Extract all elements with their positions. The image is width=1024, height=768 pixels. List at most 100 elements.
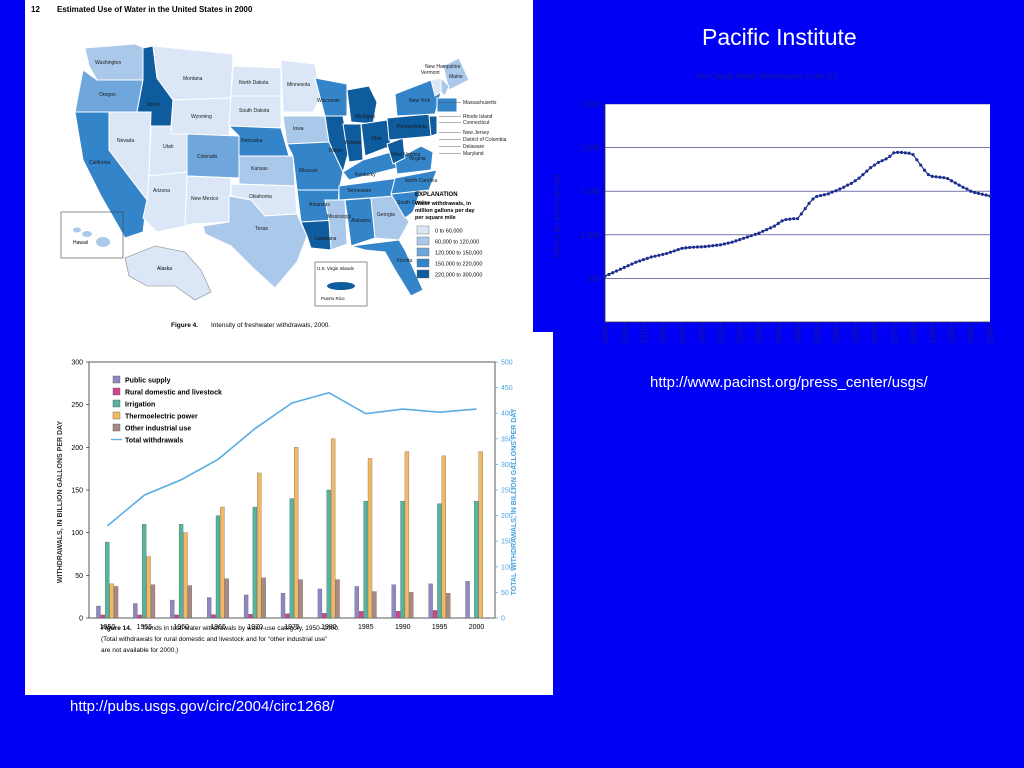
usgs-link[interactable]: http://pubs.usgs.gov/circ/2004/circ1268/	[70, 698, 335, 715]
bar	[183, 532, 188, 619]
state-label: Oklahoma	[249, 194, 272, 200]
state-label: Idaho	[147, 102, 160, 108]
per-capita-point	[915, 158, 919, 162]
line-x-tick-label: 1905	[620, 325, 629, 343]
per-capita-point	[811, 197, 815, 201]
per-capita-point	[622, 265, 626, 270]
per-capita-point	[969, 189, 973, 193]
bar-x-tick-label: 1970	[247, 624, 263, 631]
state-label: Maine	[449, 74, 463, 80]
state-label: New Mexico	[191, 196, 218, 202]
bar	[170, 599, 175, 619]
bar	[404, 451, 410, 619]
bar	[409, 592, 414, 619]
per-capita-point	[742, 236, 746, 240]
state-new-jersey	[428, 115, 438, 137]
state-label: Alabama	[351, 218, 371, 224]
per-capita-point	[930, 174, 934, 178]
per-capita-point	[984, 193, 988, 197]
state-label: Michigan	[355, 114, 375, 120]
state-label: Arkansas	[309, 202, 330, 208]
bar-caption-line-3: are not available for 2000.)	[101, 647, 178, 654]
state-michigan	[346, 85, 378, 125]
state-utah	[148, 125, 188, 177]
bar	[133, 603, 138, 619]
bar-chart-svg: 0 50 100 150 200 250 300 0 50 100 150 200 250 300 350 4…	[57, 360, 518, 655]
bar	[174, 614, 179, 619]
bar	[446, 593, 451, 619]
per-capita-point	[715, 243, 719, 247]
bar-x-tick-label: 1990	[395, 624, 411, 631]
bar	[261, 577, 266, 619]
bar	[317, 588, 323, 619]
bar	[432, 610, 438, 619]
bar	[391, 584, 396, 619]
map-explanation-title: EXPLANATION	[415, 192, 458, 198]
bar	[280, 593, 286, 619]
map-caption-text: Intensity of freshwater withdrawals, 200…	[211, 322, 330, 329]
line-y-tick-label: 500	[588, 274, 602, 283]
per-capita-point	[726, 241, 730, 245]
line-chart-plot-area	[605, 104, 990, 322]
alaska-label: Alaska	[157, 266, 172, 272]
bar-chart-y2-axis-label: TOTAL WITHDRAWALS, IN BILLION GALLONS PE…	[511, 408, 518, 595]
per-capita-point	[614, 269, 619, 273]
state-florida	[350, 239, 424, 297]
per-capita-point	[988, 194, 992, 198]
map-legend-label: 120,000 to 150,000	[435, 251, 482, 257]
line-x-tick-label: 1955	[813, 325, 822, 343]
state-label: Vermont	[421, 70, 440, 76]
state-label: Georgia	[377, 212, 395, 218]
per-capita-point	[776, 221, 780, 226]
bar	[437, 503, 442, 619]
bar	[372, 591, 377, 619]
bar-legend-swatch	[112, 411, 121, 420]
bar-y-tick-label: 50	[75, 573, 83, 580]
per-capita-point	[857, 176, 861, 180]
map-legend-label: 220,000 to 300,000	[435, 273, 482, 279]
per-capita-point	[745, 235, 750, 239]
per-capita-point	[611, 271, 615, 275]
per-capita-point	[638, 259, 642, 263]
per-capita-point	[718, 243, 723, 247]
bar	[105, 541, 110, 619]
state-new-mexico	[184, 175, 232, 227]
per-capita-point	[830, 190, 834, 194]
per-capita-point	[607, 272, 611, 277]
per-capita-point	[765, 227, 769, 232]
line-x-tick-label: 1920	[678, 325, 687, 343]
bar	[257, 472, 262, 619]
bar-legend-swatch	[112, 375, 121, 384]
per-capita-point	[822, 193, 827, 197]
bar-y2-tick-label: 50	[501, 590, 509, 597]
bar-legend-label: Thermoelectric power	[125, 414, 198, 421]
bar-x-tick-label: 1955	[137, 624, 153, 631]
line-x-tick-label: 1930	[717, 325, 726, 343]
bar-x-tick-label: 1965	[210, 624, 226, 631]
pacinst-link[interactable]: http://www.pacinst.org/press_center/usgs…	[650, 374, 928, 391]
per-capita-point	[938, 175, 942, 179]
state-label: Virginia	[409, 156, 426, 162]
per-capita-point	[845, 183, 850, 187]
per-capita-point	[772, 224, 776, 228]
bar-caption-line-2: (Total withdrawals for rural domestic an…	[101, 636, 327, 643]
bar-x-tick-label: 1985	[358, 624, 374, 631]
line-x-tick-label: 2000	[986, 325, 995, 343]
bar-x-tick-label: 1950	[100, 624, 116, 631]
per-capita-point	[834, 189, 838, 193]
per-capita-point	[842, 185, 846, 189]
per-capita-point	[688, 245, 692, 250]
state-label: Nebraska	[241, 138, 263, 144]
per-capita-point	[788, 217, 792, 221]
per-capita-point	[661, 252, 665, 257]
state-label: Kansas	[251, 166, 268, 172]
per-capita-point	[799, 212, 803, 216]
map-legend-label: 0 to 60,000	[435, 229, 463, 235]
bar-y2-tick-label: 400	[501, 411, 513, 418]
side-state-label: Maryland	[463, 151, 484, 157]
bar	[215, 515, 221, 619]
slide-title: Pacific Institute	[702, 24, 857, 50]
bar	[109, 583, 114, 619]
bar-y2-tick-label: 200	[501, 513, 513, 520]
bar-y-tick-label: 300	[71, 360, 83, 367]
